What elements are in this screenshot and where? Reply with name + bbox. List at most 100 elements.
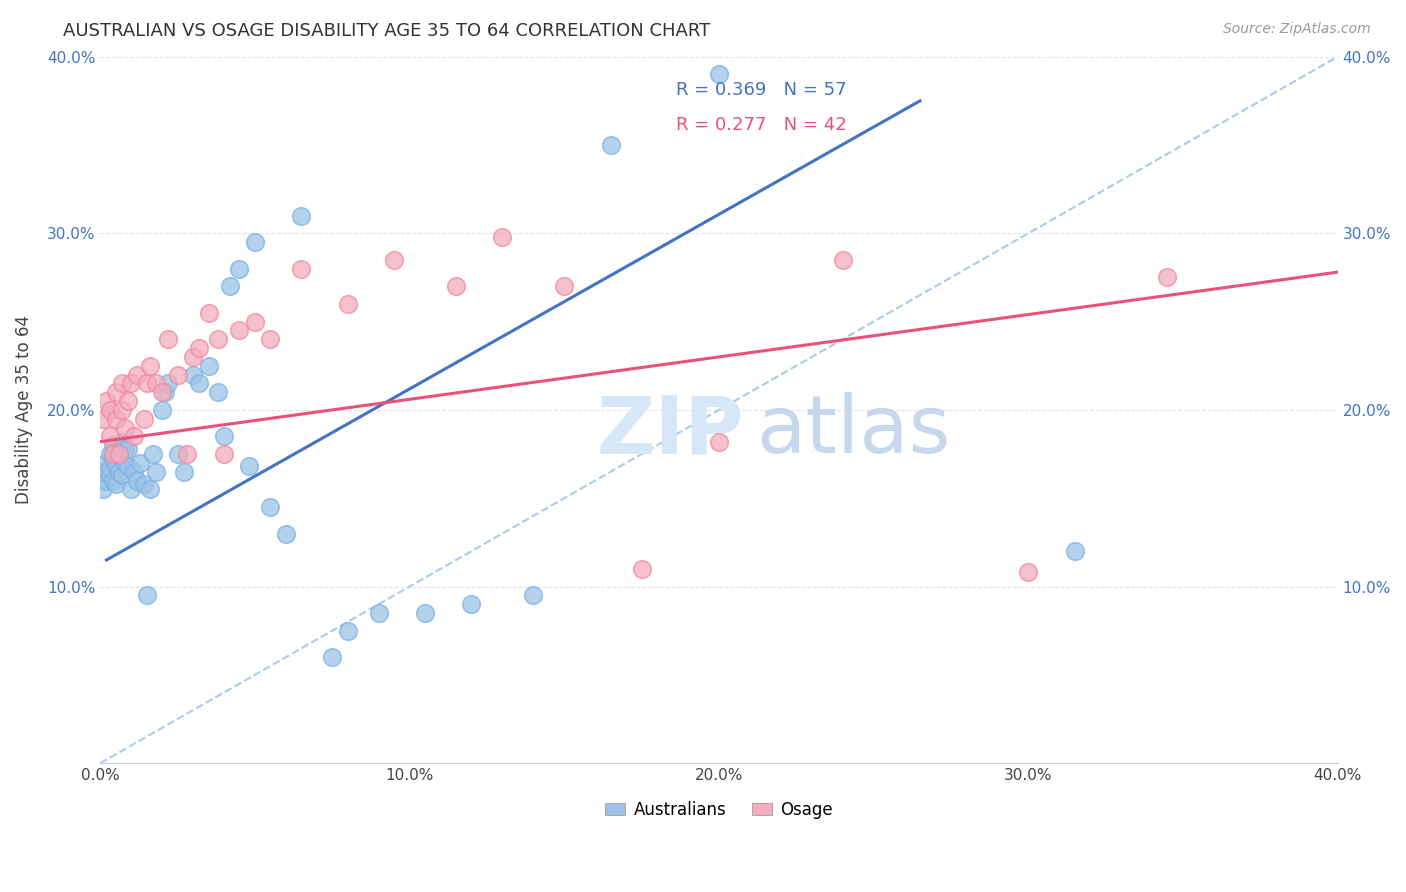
Point: [124, 429, 146, 443]
Point: [98, 403, 121, 417]
Point: [101, 474, 124, 488]
Point: [93, 465, 115, 479]
Point: [1017, 566, 1039, 580]
Point: [104, 477, 127, 491]
Point: [96, 394, 118, 409]
Point: [135, 376, 157, 391]
Point: [207, 385, 229, 400]
Point: [176, 447, 198, 461]
Point: [108, 447, 131, 461]
Point: [111, 403, 134, 417]
Point: [382, 252, 405, 267]
Text: atlas: atlas: [756, 392, 950, 470]
Text: Source: ZipAtlas.com: Source: ZipAtlas.com: [1223, 22, 1371, 37]
Point: [243, 315, 266, 329]
Point: [831, 252, 853, 267]
Point: [197, 359, 219, 373]
Point: [367, 606, 389, 620]
Point: [1063, 544, 1085, 558]
Point: [336, 624, 359, 638]
Point: [228, 323, 250, 337]
Y-axis label: Disability Age 35 to 64: Disability Age 35 to 64: [15, 316, 32, 504]
Point: [219, 279, 242, 293]
Point: [142, 447, 165, 461]
Point: [321, 650, 343, 665]
Point: [274, 526, 297, 541]
Text: ZIP: ZIP: [596, 392, 744, 470]
Point: [96, 474, 118, 488]
Point: [145, 376, 167, 391]
Point: [93, 483, 115, 497]
Point: [96, 456, 118, 470]
Point: [157, 332, 180, 346]
Point: [135, 588, 157, 602]
Point: [181, 368, 204, 382]
Point: [212, 447, 235, 461]
Text: R = 0.369   N = 57: R = 0.369 N = 57: [676, 80, 846, 99]
Point: [114, 456, 136, 470]
Point: [1156, 270, 1178, 285]
Point: [336, 297, 359, 311]
Point: [98, 447, 121, 461]
Point: [104, 411, 127, 425]
Point: [111, 376, 134, 391]
Point: [243, 235, 266, 249]
Point: [120, 376, 142, 391]
Point: [413, 606, 436, 620]
Point: [98, 468, 121, 483]
Point: [104, 443, 127, 458]
Point: [707, 67, 730, 81]
Point: [238, 459, 260, 474]
Point: [124, 465, 146, 479]
Point: [188, 341, 211, 355]
Point: [444, 279, 467, 293]
Point: [139, 483, 162, 497]
Point: [108, 447, 131, 461]
Point: [111, 434, 134, 449]
Point: [98, 429, 121, 443]
Point: [132, 411, 155, 425]
Point: [630, 562, 652, 576]
Point: [101, 452, 124, 467]
Legend: Australians, Osage: Australians, Osage: [599, 794, 839, 825]
Point: [599, 138, 621, 153]
Point: [145, 465, 167, 479]
Point: [117, 442, 139, 456]
Point: [117, 459, 139, 474]
Point: [101, 438, 124, 452]
Point: [290, 209, 312, 223]
Point: [132, 477, 155, 491]
Point: [101, 447, 124, 461]
Point: [553, 279, 575, 293]
Point: [188, 376, 211, 391]
Point: [114, 442, 136, 456]
Point: [111, 452, 134, 467]
Text: AUSTRALIAN VS OSAGE DISABILITY AGE 35 TO 64 CORRELATION CHART: AUSTRALIAN VS OSAGE DISABILITY AGE 35 TO…: [63, 22, 710, 40]
Point: [212, 429, 235, 443]
Point: [104, 385, 127, 400]
Point: [166, 447, 188, 461]
Point: [120, 483, 142, 497]
Point: [104, 459, 127, 474]
Point: [197, 306, 219, 320]
Point: [491, 229, 513, 244]
Point: [98, 461, 121, 475]
Point: [150, 385, 173, 400]
Point: [150, 403, 173, 417]
Point: [127, 474, 149, 488]
Point: [117, 394, 139, 409]
Point: [181, 350, 204, 364]
Point: [166, 368, 188, 382]
Point: [139, 359, 162, 373]
Point: [155, 385, 177, 400]
Point: [93, 411, 115, 425]
Point: [111, 468, 134, 483]
Point: [259, 500, 281, 514]
Point: [173, 465, 195, 479]
Text: R = 0.277   N = 42: R = 0.277 N = 42: [676, 116, 846, 134]
Point: [114, 420, 136, 434]
Point: [129, 456, 152, 470]
Point: [460, 597, 482, 611]
Point: [228, 261, 250, 276]
Point: [108, 465, 131, 479]
